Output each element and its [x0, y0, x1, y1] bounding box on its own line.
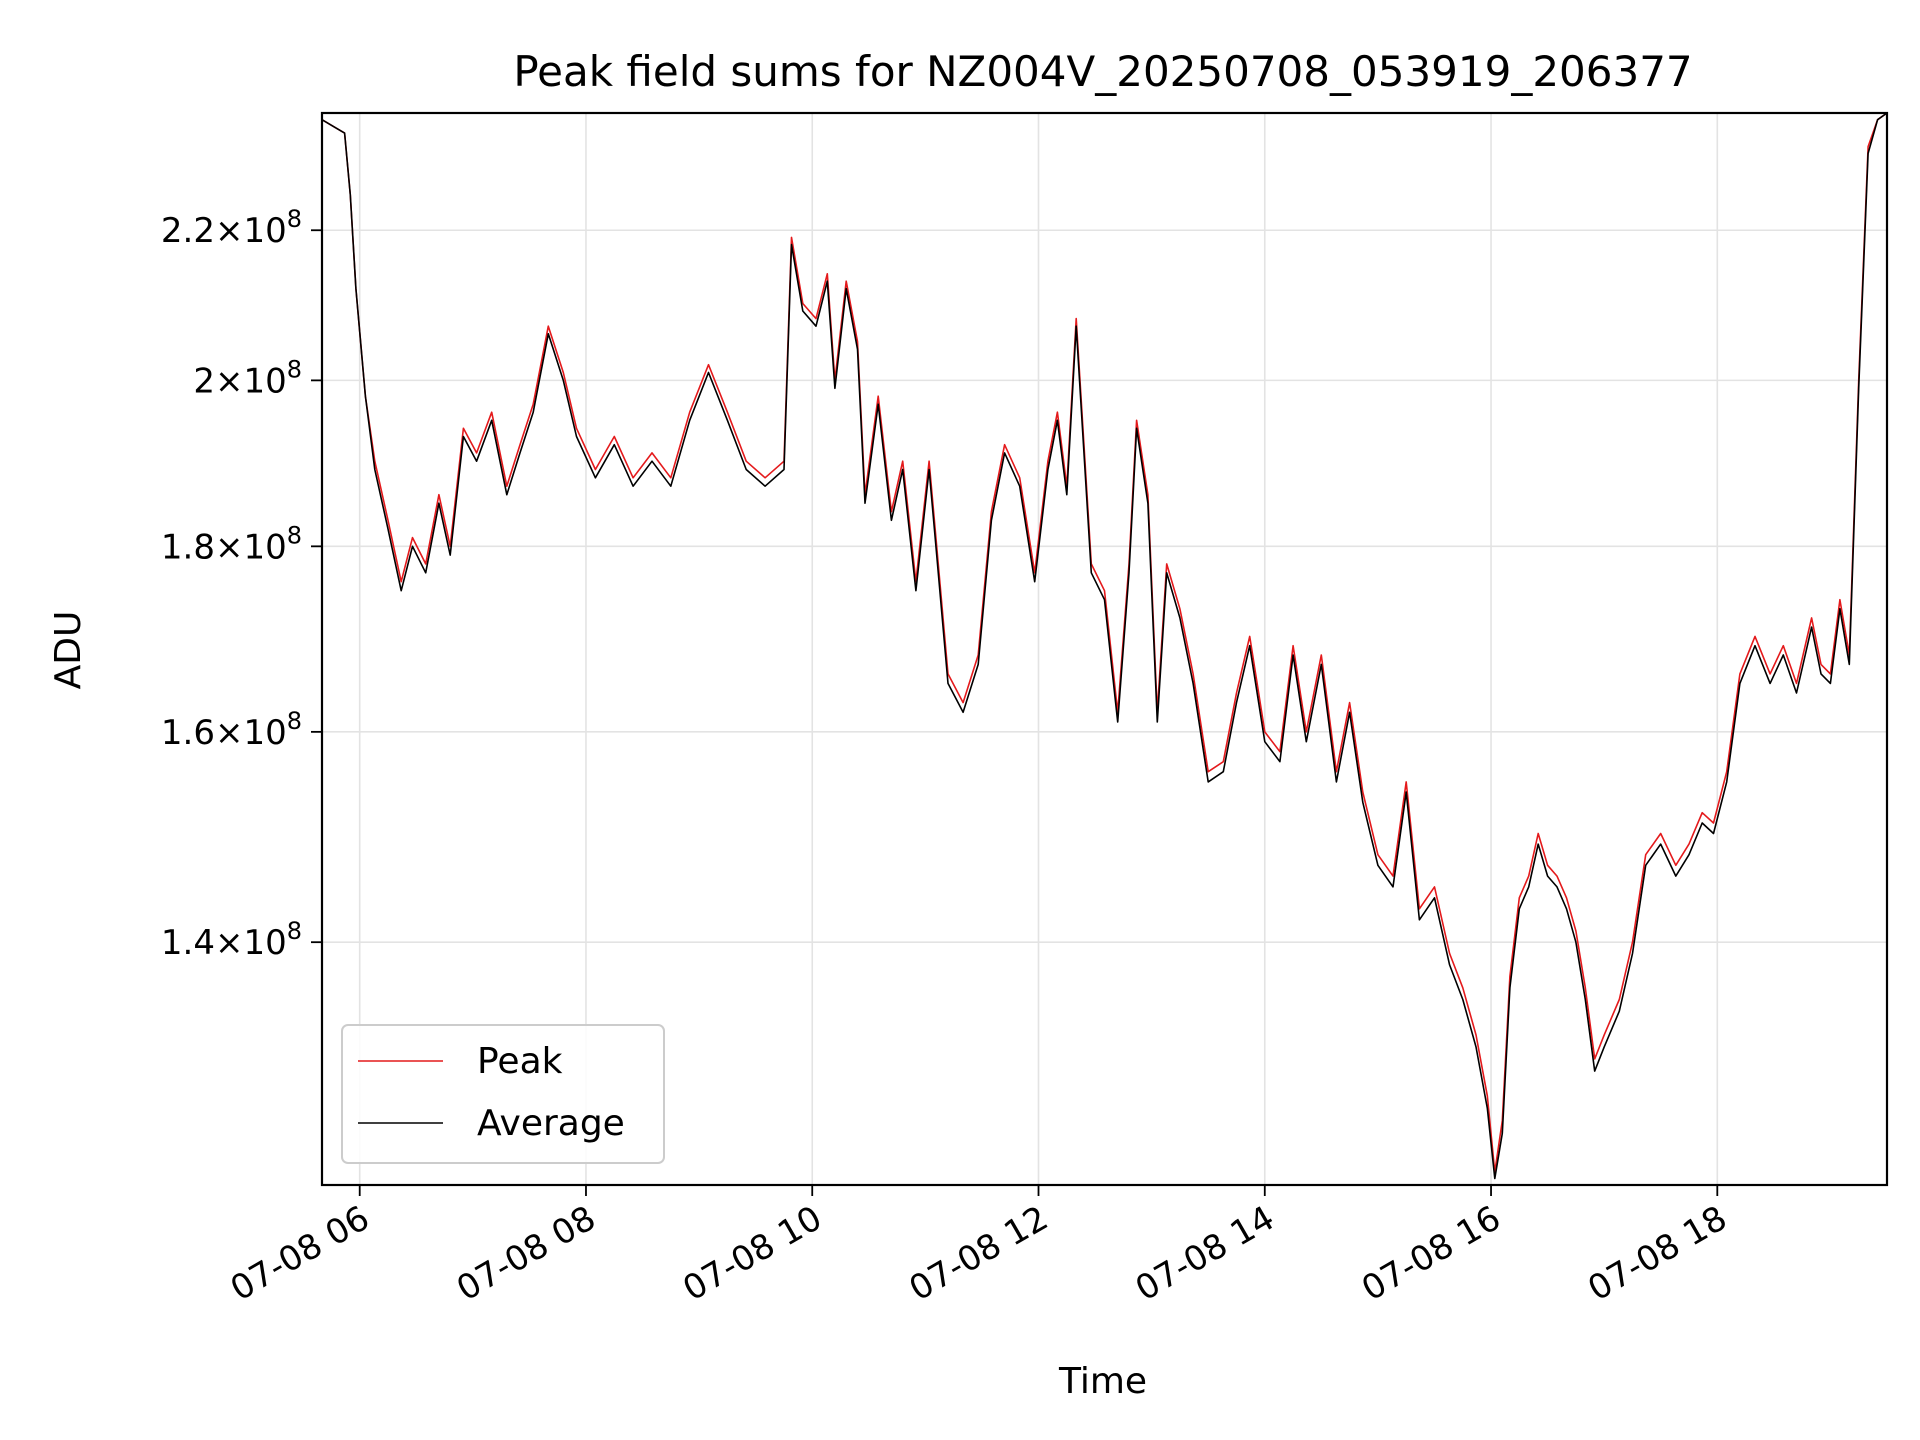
y-tick-exponent: 8	[287, 707, 302, 735]
legend-label-average: Average	[477, 1103, 625, 1144]
y-tick-label: 1.8×108	[161, 521, 302, 567]
y-tick-times: ×	[215, 211, 244, 251]
y-tick-base: 10	[243, 923, 286, 963]
y-tick-times: ×	[215, 713, 244, 753]
y-tick-label: 1.4×108	[161, 917, 302, 963]
y-tick-mantissa: 2	[193, 361, 215, 401]
y-axis-title: ADU	[48, 611, 89, 690]
y-tick-mantissa: 1.6	[161, 713, 215, 753]
y-tick-base: 10	[243, 211, 286, 251]
x-axis-title: Time	[1058, 1361, 1147, 1402]
y-tick-base: 10	[243, 361, 286, 401]
chart-title: Peak field sums for NZ004V_20250708_0539…	[513, 47, 1692, 96]
y-tick-exponent: 8	[287, 205, 302, 233]
y-tick-times: ×	[215, 923, 244, 963]
y-tick-base: 10	[243, 527, 286, 567]
legend: Peak Average	[342, 1025, 664, 1163]
y-tick-base: 10	[243, 713, 286, 753]
y-tick-times: ×	[215, 527, 244, 567]
y-tick-exponent: 8	[287, 521, 302, 549]
legend-label-peak: Peak	[477, 1041, 563, 1082]
y-tick-label: 2×108	[193, 355, 302, 401]
y-tick-label: 1.6×108	[161, 707, 302, 753]
y-tick-mantissa: 1.4	[161, 923, 215, 963]
y-tick-times: ×	[215, 361, 244, 401]
y-tick-mantissa: 2.2	[161, 211, 215, 251]
y-tick-label: 2.2×108	[161, 205, 302, 251]
y-tick-mantissa: 1.8	[161, 527, 215, 567]
y-tick-exponent: 8	[287, 355, 302, 383]
y-tick-exponent: 8	[287, 917, 302, 945]
